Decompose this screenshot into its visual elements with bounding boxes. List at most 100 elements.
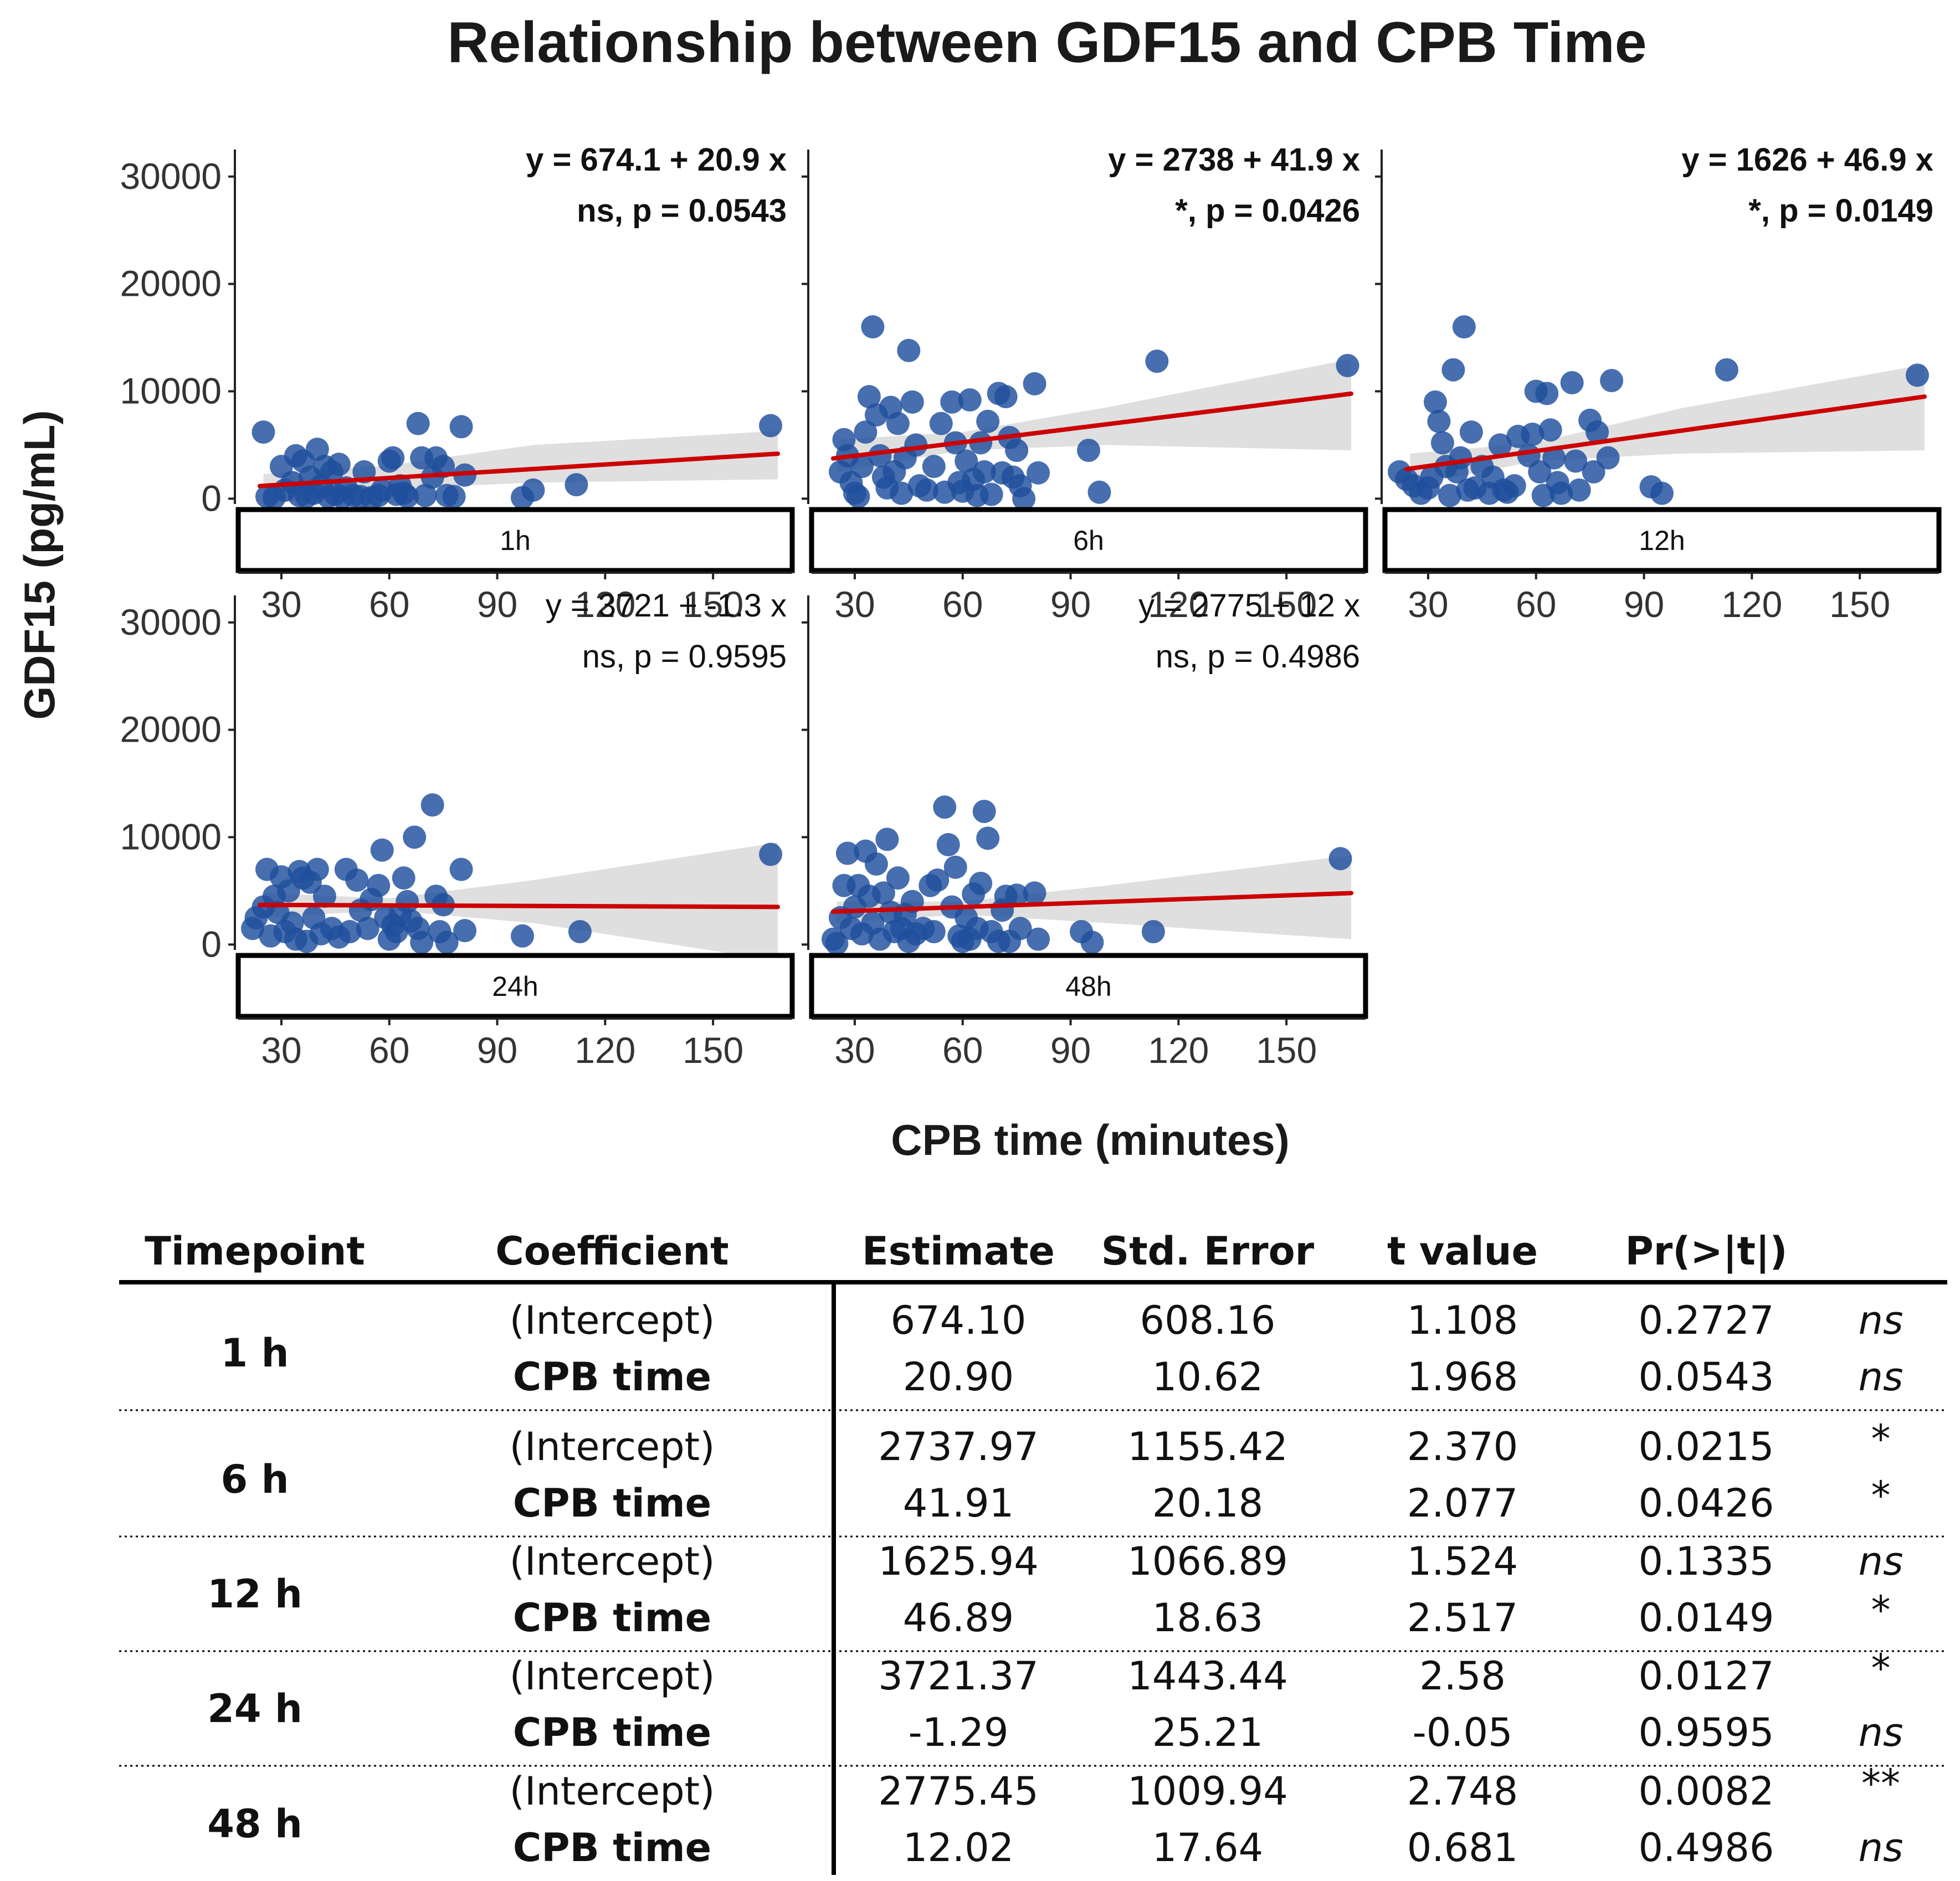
estimate-cell: 12.02 — [903, 1825, 1014, 1870]
t-value-cell: 1.524 — [1407, 1539, 1518, 1584]
x-tick-label: 90 — [1050, 584, 1091, 625]
x-tick-label: 90 — [1050, 1030, 1091, 1071]
significance-cell: * — [1871, 1416, 1891, 1462]
y-axis-title: GDF15 (pg/mL) — [15, 410, 64, 720]
coefficient-cell: (Intercept) — [510, 1424, 715, 1469]
x-tick-label: 90 — [477, 584, 517, 625]
table-group-1: 6 h (Intercept) 2737.97 1155.42 2.370 0.0215 *… — [119, 1416, 1947, 1538]
regression-line — [830, 891, 1354, 914]
p-value-cell: 0.4986 — [1639, 1825, 1774, 1870]
estimate-cell: 3721.37 — [878, 1653, 1038, 1699]
x-tick-label: 30 — [261, 584, 301, 625]
data-point — [1560, 371, 1584, 394]
t-value-cell: 2.370 — [1407, 1424, 1518, 1469]
std-error-cell: 18.63 — [1152, 1595, 1263, 1641]
regression-table: Timepoint Coefficient Estimate Std. Error t … — [119, 1229, 1947, 1875]
facet-strip — [235, 953, 795, 1019]
data-point — [943, 855, 967, 879]
data-point — [936, 833, 960, 857]
data-point — [1549, 481, 1573, 505]
t-value-cell: 2.748 — [1407, 1769, 1518, 1814]
table-header: Pr(>|t|) — [1625, 1229, 1787, 1274]
data-point — [929, 412, 953, 435]
data-point — [922, 920, 946, 944]
data-point — [1141, 920, 1165, 944]
data-point — [327, 453, 351, 476]
scatter-points — [240, 793, 783, 954]
data-point — [435, 931, 459, 954]
data-point — [900, 390, 924, 414]
data-point — [886, 412, 910, 435]
p-value-cell: 0.1335 — [1639, 1539, 1774, 1584]
table-row: CPB time -1.29 25.21 -0.05 0.9595 ns — [513, 1710, 1903, 1755]
p-value-cell: 0.9595 — [1639, 1710, 1774, 1755]
panel-12h: y = 1626 + 46.9 x *, p = 0.0149 12h 30 60 90 1… — [1375, 142, 1942, 625]
chart-title: Relationship between GDF15 and CPB Time — [447, 11, 1646, 75]
p-value-cell: 0.0149 — [1639, 1595, 1774, 1641]
coefficient-cell: CPB time — [513, 1825, 711, 1870]
data-point — [1438, 484, 1461, 507]
x-tick-label: 60 — [942, 1030, 983, 1071]
data-point — [994, 385, 1018, 409]
data-point — [521, 478, 545, 502]
panel-1h: 0 10000 20000 30000 y = 674.1 + 20.9 x ns, p … — [120, 142, 795, 625]
std-error-cell: 10.62 — [1152, 1354, 1263, 1400]
coefficient-cell: CPB time — [513, 1354, 711, 1400]
data-point — [1427, 409, 1451, 433]
data-point — [854, 420, 878, 444]
table-row: CPB time 12.02 17.64 0.681 0.4986 ns — [513, 1825, 1903, 1870]
data-point — [1008, 917, 1032, 941]
x-tick-label: 150 — [1256, 584, 1317, 625]
panel-6h: y = 2738 + 41.9 x *, p = 0.0426 6h 30 60 90 12… — [802, 142, 1368, 625]
y-tick-label: 0 — [201, 477, 222, 518]
data-point — [886, 866, 910, 890]
data-point — [367, 873, 391, 897]
regression-equation: y = 2738 + 41.9 x — [1108, 142, 1360, 178]
std-error-cell: 608.16 — [1140, 1298, 1276, 1343]
data-point — [381, 446, 405, 470]
regression-equation: y = 3721 + -1.3 x — [546, 588, 787, 624]
scatter-points — [821, 795, 1352, 955]
estimate-cell: 1625.94 — [878, 1539, 1038, 1584]
x-tick-label: 60 — [1516, 584, 1556, 625]
significance-cell: ns — [1859, 1825, 1903, 1870]
data-point — [969, 871, 993, 895]
data-point — [510, 924, 534, 948]
estimate-cell: 46.89 — [903, 1595, 1014, 1641]
panel-48h: y = 2775 + 12 x ns, p = 0.4986 48h 30 60 90 12… — [802, 588, 1368, 1071]
significance-cell: * — [1871, 1646, 1891, 1691]
table-row: CPB time 41.91 20.18 2.077 0.0426 * — [513, 1473, 1891, 1526]
data-point — [1528, 460, 1552, 484]
data-point — [1023, 372, 1046, 395]
data-point — [875, 828, 899, 851]
table-group-2: 12 h (Intercept) 1625.94 1066.89 1.524 0.1335… — [119, 1539, 1947, 1652]
table-row: (Intercept) 674.10 608.16 1.108 0.2727 ns — [510, 1298, 1903, 1343]
panel-24h: 0 10000 20000 30000 y = 3721 + -1.3 x ns, p =… — [120, 588, 795, 1071]
data-point — [1564, 449, 1588, 473]
data-point — [958, 388, 982, 412]
coefficient-cell: (Intercept) — [510, 1298, 715, 1343]
table-group-3: 24 h (Intercept) 3721.37 1443.44 2.58 0.0127 *… — [119, 1646, 1947, 1767]
data-point — [1538, 418, 1562, 442]
x-tick-label: 150 — [1256, 1030, 1317, 1071]
data-point — [861, 315, 885, 339]
data-point — [1012, 487, 1036, 511]
data-point — [864, 852, 888, 876]
data-point — [1596, 446, 1620, 470]
estimate-cell: 674.10 — [891, 1298, 1027, 1343]
regression-line — [1404, 394, 1927, 471]
data-point — [252, 420, 275, 444]
table-row: (Intercept) 3721.37 1443.44 2.58 0.0127 * — [510, 1646, 1891, 1699]
data-point — [979, 482, 1003, 506]
data-point — [850, 455, 874, 479]
data-point — [897, 338, 921, 362]
table-row: (Intercept) 2737.97 1155.42 2.370 0.0215 * — [510, 1416, 1891, 1469]
data-point — [312, 885, 336, 908]
x-axis-title: CPB time (minutes) — [891, 1116, 1289, 1164]
data-point — [406, 412, 430, 435]
y-tick-label: 0 — [201, 923, 222, 964]
significance-cell: ns — [1859, 1539, 1903, 1584]
facet-strip-label: 1h — [500, 525, 531, 556]
data-point — [1488, 433, 1512, 457]
